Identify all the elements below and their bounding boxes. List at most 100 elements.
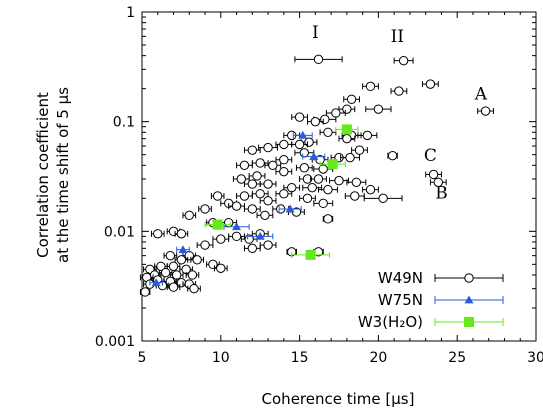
data-point (480, 106, 491, 116)
data-point (263, 196, 273, 206)
legend-marker (464, 273, 474, 283)
data-point (200, 240, 210, 250)
data-point (365, 81, 376, 92)
data-point (263, 240, 273, 250)
data-point (178, 245, 188, 254)
y-tick-label: 0.1 (113, 115, 135, 131)
data-point (304, 137, 314, 147)
data-point (236, 174, 246, 184)
data-point (244, 234, 254, 244)
data-point (305, 249, 316, 260)
data-point (212, 219, 223, 230)
data-point (255, 231, 265, 240)
plot-area: 5 10 15 20 25 30 0.001 0.01 0.1 1 (95, 5, 543, 366)
data-point (362, 130, 373, 141)
data-point (425, 79, 436, 89)
legend-label: W49N (378, 269, 423, 287)
x-tick-label: 15 (291, 350, 309, 366)
data-point (354, 145, 365, 155)
data-point (394, 86, 404, 96)
data-point (342, 104, 352, 114)
x-tick-label: 30 (527, 350, 543, 366)
data-point (208, 259, 218, 270)
data-point (398, 55, 409, 66)
data-point (232, 222, 242, 231)
legend-label: W3(H₂O) (358, 313, 423, 331)
data-point (184, 210, 194, 221)
data-point (309, 152, 319, 160)
data-point (279, 189, 289, 199)
data-point (331, 108, 341, 118)
x-tick-label: 10 (212, 350, 230, 366)
data-point (298, 130, 308, 139)
annotation-label: A (474, 84, 488, 104)
data-point (176, 278, 187, 288)
data-point (168, 261, 179, 271)
series-0 (139, 54, 494, 297)
y-tick-label: 0.001 (95, 334, 135, 350)
data-point (255, 189, 265, 199)
data-point (160, 267, 171, 278)
data-point (313, 54, 324, 65)
legend-marker (464, 317, 474, 327)
data-point (247, 243, 258, 254)
data-point (428, 169, 439, 180)
x-axis-label: Coherence time [μs] (262, 390, 415, 408)
data-point (192, 255, 202, 265)
legend-label: W75N (378, 291, 423, 309)
data-point (140, 287, 150, 297)
data-point (334, 175, 344, 186)
y-tick-label: 0.01 (104, 224, 135, 240)
x-tick-label: 25 (448, 350, 466, 366)
data-point (151, 278, 161, 287)
data-point (327, 159, 338, 170)
data-point (323, 127, 333, 137)
data-point (299, 148, 310, 158)
data-point (247, 204, 258, 214)
data-point (345, 152, 355, 163)
data-point (294, 112, 305, 122)
data-point (318, 198, 328, 209)
data-point (223, 217, 234, 228)
data-point (165, 250, 176, 261)
data-point (247, 145, 258, 155)
legend-marker (464, 295, 474, 304)
data-point (279, 166, 289, 177)
data-point (216, 234, 226, 244)
data-point (255, 158, 265, 168)
data-point (189, 283, 199, 294)
data-point (279, 154, 289, 165)
data-point (156, 261, 166, 271)
data-point (341, 124, 352, 135)
data-point (299, 163, 310, 173)
y-axis-label-line1: Correlation coefficient (34, 92, 52, 258)
data-point (373, 104, 384, 114)
annotation-label: II (391, 27, 404, 47)
data-point (302, 193, 313, 204)
data-point (200, 204, 210, 214)
x-tick-label: 20 (369, 350, 387, 366)
data-point (171, 270, 182, 280)
data-point (212, 191, 223, 201)
y-tick-label: 1 (126, 5, 135, 21)
data-point (239, 191, 250, 201)
data-point (279, 139, 289, 150)
data-point (320, 114, 330, 125)
data-point (176, 255, 187, 265)
data-point (187, 270, 198, 280)
data-point (239, 160, 250, 171)
data-point (294, 139, 305, 150)
annotation-label: C (424, 146, 437, 166)
data-point (260, 210, 270, 221)
annotation-label: B (435, 183, 448, 203)
y-axis-label-line2: at the time shift of 5 μs (54, 87, 72, 263)
data-point (323, 184, 333, 195)
annotation-label: I (312, 23, 319, 43)
data-point (313, 174, 324, 184)
data-point (285, 204, 295, 213)
data-marks (139, 54, 494, 297)
data-point (263, 142, 273, 153)
data-point (378, 193, 388, 204)
legend: W49N W75N W3(H₂O) (358, 269, 504, 331)
